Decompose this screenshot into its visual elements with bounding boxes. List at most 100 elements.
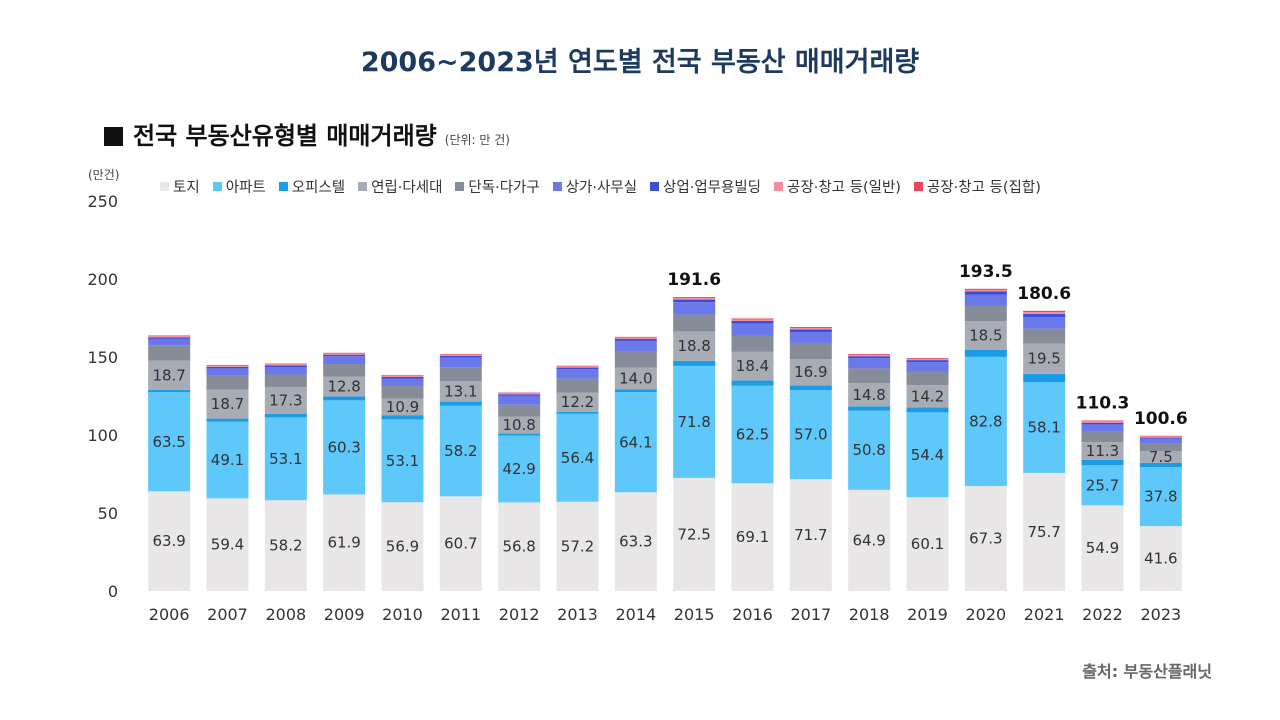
data-label: 53.1: [386, 452, 419, 470]
y-tick-label: 150: [87, 348, 118, 367]
data-label: 58.1: [1027, 419, 1060, 437]
x-tick-label: 2013: [557, 605, 598, 624]
legend-swatch: [650, 182, 660, 191]
bar-segment: [206, 368, 249, 376]
data-label: 60.7: [444, 535, 477, 553]
source-note: 출처: 부동산플래닛: [1082, 662, 1212, 681]
bar-segment: [906, 407, 949, 413]
bar-segment: [1081, 424, 1124, 432]
bar-segment: [789, 327, 832, 330]
legend-swatch: [160, 182, 169, 191]
bar-segment: [789, 479, 832, 591]
data-label: 50.8: [852, 441, 885, 459]
bar-segment: [673, 360, 716, 366]
bar-segment: [439, 401, 482, 406]
bar-segment: [1023, 317, 1066, 329]
bar-segment: [614, 492, 657, 591]
bar-segment: [848, 383, 891, 407]
bar-segment: [381, 415, 424, 420]
total-label: 100.6: [1134, 409, 1188, 429]
bar-segment: [731, 483, 774, 591]
x-tick-label: 2019: [907, 605, 948, 624]
bar-segment: [964, 356, 1007, 487]
legend-item: 연립·다세대: [358, 176, 442, 197]
legend-item: 단독·다가구: [455, 176, 540, 197]
data-label: 67.3: [969, 530, 1002, 548]
bar-segment: [148, 491, 191, 591]
bar-segment: [556, 366, 599, 368]
legend-label: 공장·창고 등(집합): [926, 180, 1041, 196]
data-label: 54.9: [1086, 539, 1119, 557]
bar-segment: [731, 323, 774, 336]
bar-segment: [848, 358, 891, 369]
legend-swatch: [278, 182, 288, 191]
square-bullet-icon: [104, 127, 123, 146]
x-tick-label: 2018: [849, 605, 890, 624]
bar-segment: [264, 500, 307, 591]
bar-segment: [1023, 472, 1066, 591]
data-label: 71.7: [794, 526, 827, 544]
bar-segment: [148, 338, 191, 346]
legend-label: 연립·다세대: [371, 180, 443, 196]
x-tick-label: 2007: [207, 605, 248, 624]
bar-segment: [498, 502, 541, 591]
bar-segment: [848, 406, 891, 411]
data-label: 56.4: [561, 449, 594, 467]
x-tick-label: 2015: [674, 605, 715, 624]
data-label: 14.8: [852, 386, 885, 404]
data-label: 64.9: [852, 531, 885, 549]
bar-segment: [1081, 459, 1124, 466]
bar-segment: [731, 380, 774, 386]
bar-segment: [498, 394, 541, 396]
data-label: 19.5: [1027, 350, 1060, 368]
bar-segment: [439, 357, 482, 368]
bar-segment: [439, 355, 482, 358]
data-label: 10.9: [386, 398, 419, 416]
total-label: 191.6: [667, 270, 721, 290]
bar-segment: [381, 386, 424, 399]
bar-segment: [673, 365, 716, 478]
subtitle-unit: (단위: 만 건): [444, 133, 510, 147]
bar-segment: [614, 392, 657, 493]
legend-label: 상가·사무실: [565, 180, 638, 196]
bar-segment: [1023, 310, 1066, 313]
data-label: 57.2: [561, 537, 594, 555]
bar-segment: [906, 358, 949, 359]
bar-segment: [264, 363, 307, 365]
bar-segment: [264, 365, 307, 367]
y-tick-label: 0: [108, 582, 118, 601]
bar-segment: [906, 360, 949, 363]
bar-segment: [673, 477, 716, 591]
bar-segment: [731, 318, 774, 320]
bar-segment: [906, 497, 949, 591]
bar-segment: [1081, 422, 1124, 425]
bar-segment: [556, 365, 599, 367]
bar-segment: [206, 366, 249, 369]
x-tick-label: 2010: [382, 605, 423, 624]
bar-segment: [381, 419, 424, 503]
bar-segment: [964, 291, 1007, 295]
bar-segment: [148, 360, 191, 390]
bar-segment: [1139, 467, 1182, 527]
bar-segment: [498, 393, 541, 395]
x-tick-label: 2023: [1140, 605, 1181, 624]
bar-segment: [1081, 465, 1124, 506]
data-label: 54.4: [911, 446, 944, 464]
legend-swatch: [552, 182, 562, 191]
bar-segment: [731, 385, 774, 484]
data-label: 18.8: [677, 337, 710, 355]
bar-segment: [673, 302, 716, 315]
bar-segment: [556, 392, 599, 412]
bar-segment: [323, 364, 366, 377]
bar-segment: [1139, 435, 1182, 437]
bar-segment: [789, 359, 832, 386]
data-label: 60.3: [327, 438, 360, 456]
legend-swatch: [455, 182, 465, 191]
bar-segment: [964, 294, 1007, 306]
bar-segment: [439, 354, 482, 355]
data-label: 42.9: [502, 460, 535, 478]
y-axis-unit-label: (만건): [88, 168, 120, 182]
bar-segment: [264, 417, 307, 501]
bar-segment: [148, 335, 191, 337]
